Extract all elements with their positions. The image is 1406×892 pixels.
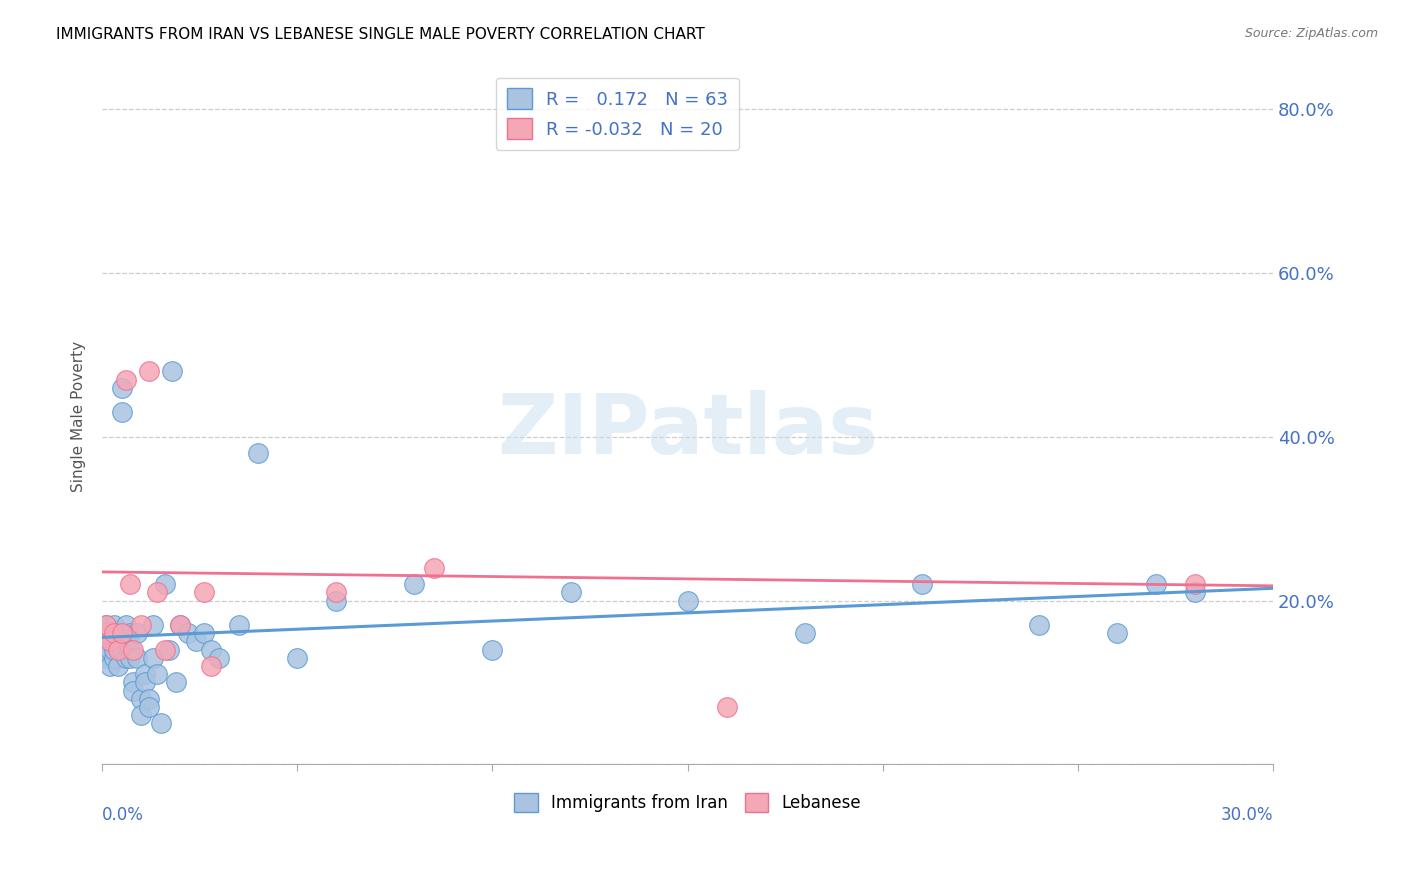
Point — [103, 634, 125, 648]
Point — [134, 675, 156, 690]
Point — [111, 642, 134, 657]
Point — [98, 659, 121, 673]
Point — [98, 642, 121, 657]
Point — [193, 626, 215, 640]
Point — [1028, 618, 1050, 632]
Point — [285, 651, 308, 665]
Point — [138, 691, 160, 706]
Point — [94, 626, 117, 640]
Point — [94, 642, 117, 657]
Point — [129, 618, 152, 632]
Point — [114, 618, 136, 632]
Point — [98, 634, 121, 648]
Point — [103, 642, 125, 657]
Point — [423, 561, 446, 575]
Point — [560, 585, 582, 599]
Point — [103, 618, 125, 632]
Point — [111, 626, 134, 640]
Point — [157, 642, 180, 657]
Point — [111, 626, 134, 640]
Point — [118, 642, 141, 657]
Point — [184, 634, 207, 648]
Point — [94, 618, 117, 632]
Point — [98, 634, 121, 648]
Point — [94, 626, 117, 640]
Point — [111, 381, 134, 395]
Point — [169, 618, 191, 632]
Point — [94, 618, 117, 632]
Text: 30.0%: 30.0% — [1220, 806, 1272, 824]
Point — [129, 691, 152, 706]
Point — [103, 651, 125, 665]
Point — [146, 667, 169, 681]
Point — [107, 626, 129, 640]
Point — [129, 708, 152, 723]
Point — [142, 651, 165, 665]
Point — [103, 626, 125, 640]
Point — [228, 618, 250, 632]
Point — [177, 626, 200, 640]
Text: 0.0%: 0.0% — [103, 806, 143, 824]
Point — [114, 634, 136, 648]
Point — [142, 618, 165, 632]
Point — [94, 651, 117, 665]
Point — [1144, 577, 1167, 591]
Point — [107, 642, 129, 657]
Point — [122, 675, 145, 690]
Point — [793, 626, 815, 640]
Point — [111, 405, 134, 419]
Point — [911, 577, 934, 591]
Point — [325, 585, 347, 599]
Point — [165, 675, 187, 690]
Point — [138, 364, 160, 378]
Point — [1184, 577, 1206, 591]
Point — [200, 659, 222, 673]
Point — [1184, 585, 1206, 599]
Point — [122, 683, 145, 698]
Point — [200, 642, 222, 657]
Point — [138, 700, 160, 714]
Point — [114, 651, 136, 665]
Point — [134, 667, 156, 681]
Point — [193, 585, 215, 599]
Point — [153, 642, 176, 657]
Point — [146, 585, 169, 599]
Point — [481, 642, 503, 657]
Point — [247, 446, 270, 460]
Legend: Immigrants from Iran, Lebanese: Immigrants from Iran, Lebanese — [508, 786, 868, 819]
Point — [107, 659, 129, 673]
Y-axis label: Single Male Poverty: Single Male Poverty — [72, 341, 86, 492]
Point — [118, 626, 141, 640]
Point — [118, 577, 141, 591]
Text: IMMIGRANTS FROM IRAN VS LEBANESE SINGLE MALE POVERTY CORRELATION CHART: IMMIGRANTS FROM IRAN VS LEBANESE SINGLE … — [56, 27, 704, 42]
Point — [716, 700, 738, 714]
Point — [169, 618, 191, 632]
Point — [127, 651, 149, 665]
Text: Source: ZipAtlas.com: Source: ZipAtlas.com — [1244, 27, 1378, 40]
Point — [325, 593, 347, 607]
Point — [107, 634, 129, 648]
Point — [127, 626, 149, 640]
Point — [1105, 626, 1128, 640]
Point — [114, 373, 136, 387]
Point — [149, 716, 172, 731]
Text: ZIPatlas: ZIPatlas — [498, 390, 879, 471]
Point — [208, 651, 231, 665]
Point — [153, 577, 176, 591]
Point — [118, 651, 141, 665]
Point — [98, 626, 121, 640]
Point — [162, 364, 184, 378]
Point — [122, 642, 145, 657]
Point — [404, 577, 426, 591]
Point — [676, 593, 699, 607]
